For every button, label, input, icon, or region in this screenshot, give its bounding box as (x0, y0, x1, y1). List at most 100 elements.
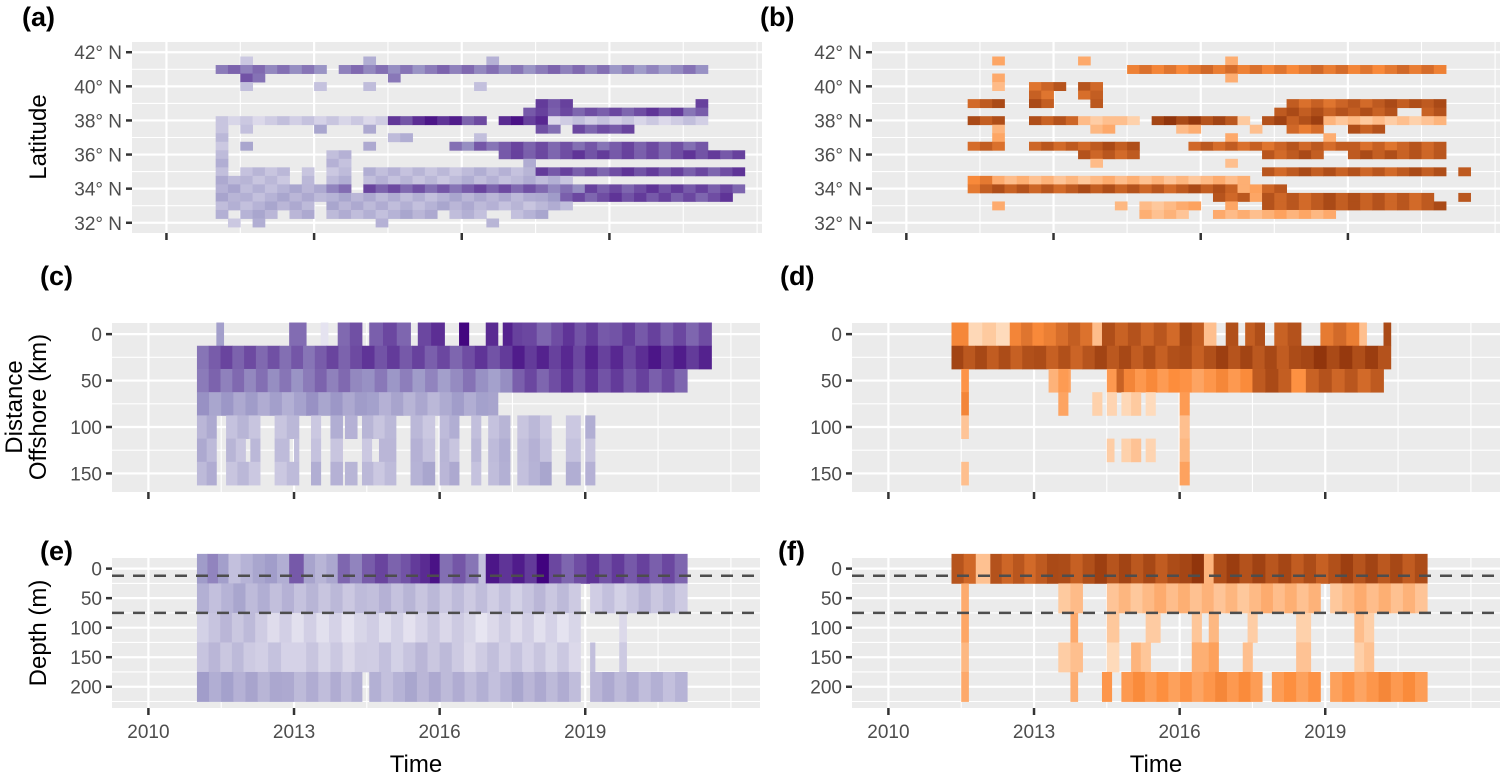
heatmap-tile (967, 99, 981, 109)
heatmap-tile (303, 345, 316, 370)
heatmap-tile (400, 175, 413, 185)
heatmap-tile (221, 671, 234, 702)
heatmap-tile (475, 612, 488, 643)
heatmap-tile (326, 345, 339, 370)
heatmap-tile (1372, 99, 1386, 109)
heatmap-tile (572, 167, 586, 177)
heatmap-tile (1326, 345, 1340, 370)
heatmap-tile (720, 184, 733, 194)
heatmap-tile (301, 175, 315, 185)
heatmap-tile (244, 368, 257, 393)
heatmap-tile (539, 461, 552, 486)
heatmap-tile (206, 461, 217, 486)
heatmap-tile (1168, 671, 1181, 702)
heatmap-tile (338, 116, 352, 126)
heatmap-tile (1041, 99, 1054, 109)
heatmap-tile (683, 107, 696, 117)
heatmap-tile (303, 612, 317, 643)
heatmap-tile (277, 175, 290, 185)
heatmap-tile (344, 461, 358, 486)
heatmap-tile (510, 141, 524, 151)
heatmap-tile (1390, 553, 1403, 584)
heatmap-tile (1262, 201, 1275, 211)
heatmap-tile (485, 553, 500, 584)
heatmap-tile (1298, 65, 1312, 74)
heatmap-tile (255, 368, 269, 393)
heatmap-tile (301, 116, 315, 126)
heatmap-tile (1130, 583, 1143, 614)
heatmap-tile (257, 583, 271, 614)
heatmap-tile (1114, 116, 1128, 126)
heatmap-tile (267, 368, 280, 393)
heatmap-tile (1237, 209, 1251, 219)
heatmap-tile (269, 583, 283, 614)
heatmap-tile (264, 209, 278, 219)
heatmap-tile (1433, 150, 1447, 160)
heatmap-tile (1359, 322, 1367, 347)
heatmap-tile (1070, 345, 1083, 370)
heatmap-tile (274, 461, 288, 486)
heatmap-tile (463, 642, 476, 673)
heatmap-tile (1140, 322, 1155, 347)
heatmap-tile (1176, 201, 1189, 211)
heatmap-tile (1262, 141, 1275, 151)
heatmap-tile (670, 192, 684, 202)
heatmap-tile (951, 322, 969, 347)
heatmap-tile (209, 583, 222, 614)
heatmap-tile (574, 553, 587, 584)
heatmap-tile (1250, 671, 1263, 702)
heatmap-tile (252, 553, 266, 584)
heatmap-tile (277, 184, 290, 194)
heatmap-tile (512, 345, 525, 370)
heatmap-tile (240, 192, 253, 202)
heatmap-tile (1053, 82, 1067, 92)
heatmap-tile (670, 184, 684, 194)
heatmap-tile (650, 583, 664, 614)
heatmap-tile (1347, 167, 1361, 177)
heatmap-tile (277, 116, 290, 126)
heatmap-tile (1377, 553, 1391, 584)
heatmap-tile (422, 461, 436, 486)
heatmap-tile (548, 345, 562, 370)
heatmap-tile (1372, 167, 1386, 177)
heatmap-tile (634, 116, 647, 126)
heatmap-tile (1323, 116, 1337, 126)
heatmap-tile (1254, 322, 1265, 347)
heatmap-tile (311, 438, 322, 463)
heatmap-tile (1347, 192, 1361, 202)
heatmap-tile (560, 167, 573, 177)
heatmap-tile (267, 345, 280, 370)
heatmap-tile (363, 175, 377, 185)
heatmap-tile (400, 553, 411, 584)
heatmap-tile (387, 73, 401, 83)
heatmap-tile (330, 671, 342, 702)
heatmap-tile (338, 167, 352, 177)
x-tick-label: 2010 (127, 722, 169, 743)
heatmap-tile (961, 461, 969, 486)
heatmap-tile (248, 415, 261, 440)
heatmap-tile (961, 392, 969, 416)
heatmap-tile (1065, 141, 1079, 151)
heatmap-tile (498, 192, 512, 202)
heatmap-tile (1311, 192, 1324, 202)
heatmap-tile (1284, 671, 1297, 702)
heatmap-tile (1188, 124, 1202, 134)
heatmap-tile (1041, 184, 1054, 194)
heatmap-tile (400, 167, 413, 177)
heatmap-tile (220, 368, 233, 393)
heatmap-tile (387, 345, 400, 370)
heatmap-tile (1101, 322, 1116, 347)
heatmap-tile (674, 553, 688, 584)
heatmap-tile (982, 322, 997, 347)
heatmap-tile (207, 553, 219, 584)
heatmap-tile (1365, 553, 1379, 584)
heatmap-tile (440, 671, 454, 702)
heatmap-tile (1286, 209, 1300, 219)
heatmap-tile (252, 218, 266, 228)
heatmap-tile (683, 141, 696, 151)
heatmap-tile (240, 124, 253, 134)
heatmap-tile (522, 642, 535, 673)
heatmap-tile (547, 184, 561, 194)
heatmap-tile (967, 175, 981, 185)
heatmap-tile (449, 167, 463, 177)
